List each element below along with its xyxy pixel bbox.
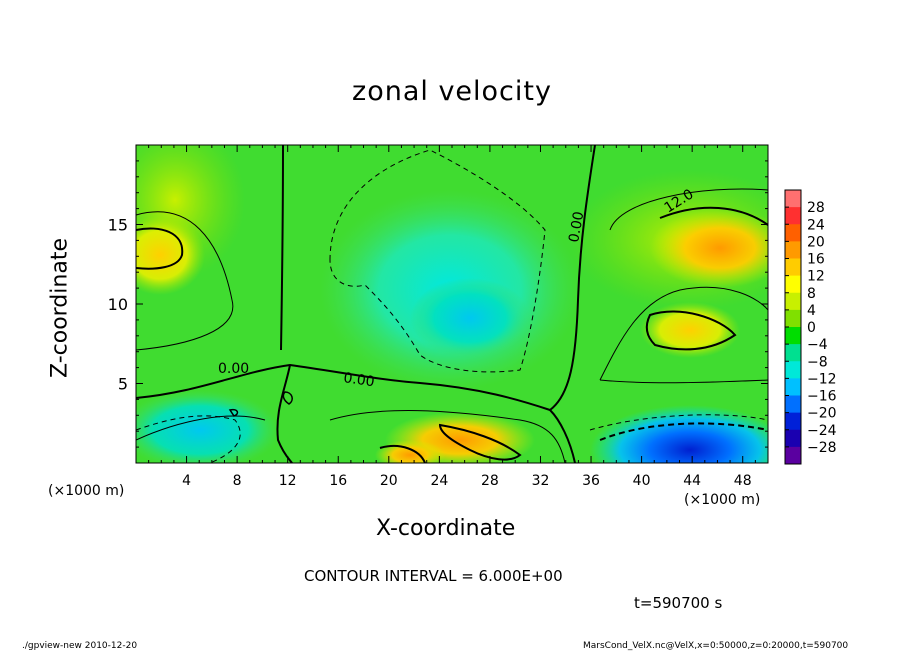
colorbar-swatch xyxy=(785,429,801,448)
colorbar-label: −12 xyxy=(807,371,837,387)
x-tick-label: 32 xyxy=(532,473,550,489)
colorbar-label: 8 xyxy=(807,286,816,302)
footer-right-text: MarsCond_VelX.nc@VelX,x=0:50000,z=0:2000… xyxy=(583,641,849,651)
colorbar-swatch xyxy=(785,190,801,208)
x-unit-label-left: (×1000 m) xyxy=(48,483,125,499)
footer-left-text: ./gpview-new 2010-12-20 xyxy=(22,641,138,651)
colorbar-label: −20 xyxy=(807,406,837,422)
x-axis-label: X-coordinate xyxy=(376,516,516,541)
colorbar-label: −4 xyxy=(807,337,828,353)
x-tick-label: 12 xyxy=(279,473,297,489)
colorbar-swatch xyxy=(785,446,801,465)
colorbar-label: −16 xyxy=(807,389,837,405)
colorbar-swatch xyxy=(785,327,801,345)
x-tick-label: 28 xyxy=(481,473,499,489)
x-tick-label: 40 xyxy=(633,473,651,489)
x-tick-label: 24 xyxy=(430,473,448,489)
y-tick-label: 5 xyxy=(118,375,128,394)
field-shading xyxy=(136,145,768,463)
colorbar-swatch xyxy=(785,241,801,259)
contour-lines xyxy=(136,145,768,463)
colorbar-swatch xyxy=(785,378,801,396)
x-tick-label: 48 xyxy=(734,473,752,489)
contour-label: 0.00 xyxy=(218,361,249,377)
colorbar-swatch xyxy=(785,207,801,225)
chart-title: zonal velocity xyxy=(352,76,552,107)
y-tick-label: 15 xyxy=(108,216,128,235)
colorbar-label: −24 xyxy=(807,423,837,439)
x-tick-label: 4 xyxy=(182,473,191,489)
colorbar-swatch xyxy=(785,275,801,294)
time-text: t=590700 s xyxy=(634,594,723,612)
colorbar-swatch xyxy=(785,292,801,311)
colorbar-swatch xyxy=(785,258,801,277)
colorbar-swatch xyxy=(785,224,801,242)
colorbar-swatch xyxy=(785,412,801,431)
contour-label: 0.00 xyxy=(566,210,587,243)
colorbar-swatch xyxy=(785,395,801,414)
x-tick-label: 16 xyxy=(329,473,347,489)
colorbar-label: −8 xyxy=(807,354,828,370)
colorbar-label: 4 xyxy=(807,303,816,319)
colorbar-swatch xyxy=(785,309,801,328)
contour-interval-text: CONTOUR INTERVAL = 6.000E+00 xyxy=(304,567,563,585)
contour-label: 0.00 xyxy=(342,370,375,390)
x-tick-label: 36 xyxy=(582,473,600,489)
y-axis: 5 10 15 xyxy=(108,160,768,448)
colorbar-label: 24 xyxy=(807,217,825,233)
colorbar-swatch xyxy=(785,361,801,379)
x-axis: 4 8 12 16 20 24 28 32 36 40 44 48 xyxy=(148,145,756,489)
colorbar-label: 0 xyxy=(807,320,816,336)
colorbar-label: 12 xyxy=(807,269,825,285)
colorbar-label: 28 xyxy=(807,200,825,216)
colorbar-label: 20 xyxy=(807,234,825,250)
x-unit-label-right: (×1000 m) xyxy=(684,492,761,508)
y-tick-label: 10 xyxy=(108,295,128,314)
colorbar-swatch xyxy=(785,344,801,362)
x-tick-label: 44 xyxy=(683,473,701,489)
colorbar-label: −28 xyxy=(807,440,837,456)
colorbar-label: 16 xyxy=(807,252,825,268)
x-tick-label: 8 xyxy=(233,473,242,489)
x-tick-label: 20 xyxy=(380,473,398,489)
